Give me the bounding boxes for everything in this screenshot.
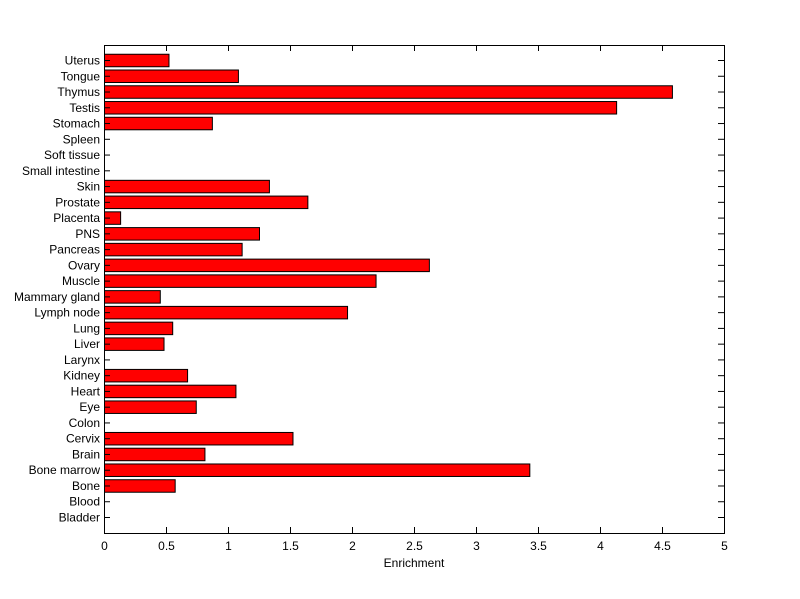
bar-bone — [104, 479, 176, 493]
category-label: Testis — [69, 101, 100, 115]
x-tick-label: 2 — [349, 539, 356, 553]
category-label: Lung — [73, 321, 100, 335]
bar-pancreas — [104, 242, 243, 257]
x-tick-label: 4 — [597, 539, 604, 553]
category-label: Spleen — [63, 132, 100, 146]
category-label: Blood — [69, 495, 100, 509]
x-tick-label: 1.5 — [282, 539, 299, 553]
category-label: Uterus — [65, 54, 100, 68]
category-label: Bone marrow — [29, 463, 101, 477]
category-label: Thymus — [57, 85, 100, 99]
category-label: Larynx — [64, 353, 100, 367]
bar-bone-marrow — [104, 463, 531, 477]
bar-cervix — [104, 431, 294, 446]
x-tick-label: 0 — [101, 539, 108, 553]
bar-ovary — [104, 258, 430, 273]
x-tick-labels: 0 0.5 1 1.5 2 2.5 3 3.5 4 4.5 5 — [101, 539, 728, 553]
bar-liver — [104, 337, 165, 351]
category-label: PNS — [75, 227, 100, 241]
bar-thymus — [104, 85, 673, 99]
x-tick-label: 3 — [473, 539, 480, 553]
bar-stomach — [104, 116, 213, 131]
ticks-group — [104, 45, 725, 533]
category-label: Tongue — [61, 69, 101, 83]
category-label: Placenta — [53, 211, 100, 225]
x-tick-label: 3.5 — [530, 539, 547, 553]
bar-muscle — [104, 274, 377, 288]
category-label: Prostate — [55, 195, 100, 209]
bars-group — [104, 53, 673, 493]
bar-mammary-gland — [104, 290, 161, 304]
bar-tongue — [104, 69, 239, 84]
category-label: Kidney — [63, 369, 100, 383]
bar-prostate — [104, 195, 309, 210]
category-label: Liver — [74, 337, 100, 351]
category-label: Cervix — [66, 432, 100, 446]
category-label: Soft tissue — [44, 148, 100, 162]
bar-uterus — [104, 53, 170, 68]
x-tick-label: 5 — [721, 539, 728, 553]
category-label: Lymph node — [34, 306, 100, 320]
x-tick-label: 1 — [225, 539, 232, 553]
bar-skin — [104, 179, 270, 194]
category-label: Colon — [69, 416, 100, 430]
category-label: Brain — [72, 447, 100, 461]
bar-kidney — [104, 368, 189, 383]
bar-pns — [104, 227, 260, 241]
category-label: Eye — [79, 400, 100, 414]
bar-heart — [104, 384, 237, 399]
bar-lymph-node — [104, 305, 349, 320]
category-label: Mammary gland — [14, 290, 100, 304]
bar-lung — [104, 321, 174, 336]
x-axis-label: Enrichment — [384, 556, 445, 570]
category-label: Small intestine — [22, 164, 100, 178]
bar-eye — [104, 400, 197, 414]
category-label: Stomach — [53, 117, 100, 131]
category-label: Pancreas — [49, 243, 100, 257]
x-tick-label: 0.5 — [158, 539, 175, 553]
x-tick-label: 4.5 — [654, 539, 671, 553]
category-label: Heart — [71, 384, 101, 398]
category-label: Ovary — [68, 258, 100, 272]
x-tick-label: 2.5 — [406, 539, 423, 553]
category-label: Muscle — [62, 274, 100, 288]
category-label: Skin — [77, 180, 100, 194]
category-label: Bone — [72, 479, 100, 493]
bar-testis — [104, 101, 618, 115]
category-label: Bladder — [59, 511, 100, 525]
bar-brain — [104, 447, 206, 462]
